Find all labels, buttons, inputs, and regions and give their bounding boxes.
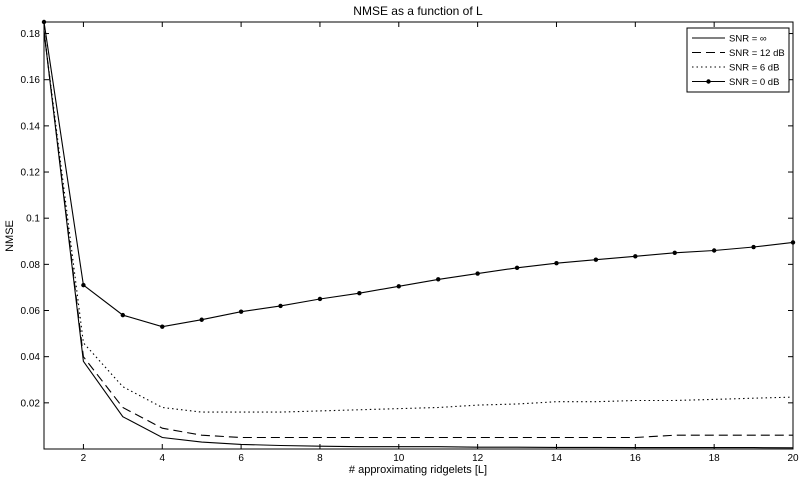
- series-line-2: [43, 31, 793, 439]
- series-point: [751, 244, 756, 250]
- legend-box: [686, 27, 790, 93]
- x-tick-label: 20: [787, 453, 799, 464]
- x-axis-label: # approximating ridgelets [L]: [349, 464, 487, 476]
- y-tick-label: 0.04: [21, 352, 41, 363]
- y-tick-label: 0.1: [26, 214, 40, 225]
- legend-label: SNR = 6 dB: [729, 63, 779, 74]
- y-tick-label: 0.08: [21, 260, 41, 271]
- series-point: [357, 291, 362, 296]
- series-point: [278, 303, 283, 309]
- series-point: [317, 296, 323, 302]
- y-axis-label: NMSE: [4, 220, 16, 252]
- series-layer: [41, 19, 796, 449]
- series-point: [41, 19, 47, 25]
- series-point: [633, 254, 638, 259]
- series-point: [790, 240, 796, 245]
- x-tick-label: 12: [472, 453, 484, 464]
- series-point: [396, 284, 401, 289]
- series-point: [711, 248, 717, 253]
- x-tick-label: 18: [709, 453, 721, 464]
- legend: SNR = ∞ SNR = 12 dB SNR = 6 dB SNR = 0 dB: [686, 27, 790, 93]
- plot-area: [43, 21, 794, 450]
- y-axis-ticks: 0.02 0.04 0.06 0.08 0.1 0.12 0.14 0.16 0.18: [21, 29, 793, 409]
- y-tick-label: 0.18: [21, 29, 41, 40]
- series-point: [238, 309, 244, 314]
- series-point: [514, 265, 520, 271]
- series-line-3: [43, 31, 794, 413]
- x-tick-label: 2: [81, 453, 87, 464]
- y-tick-label: 0.16: [21, 75, 41, 86]
- chart-title: NMSE as a function of L: [353, 4, 483, 18]
- x-tick-label: 8: [317, 453, 323, 464]
- series-point: [199, 317, 204, 322]
- x-tick-label: 4: [159, 453, 165, 464]
- x-tick-label: 6: [238, 453, 244, 464]
- legend-label: SNR = 12 dB: [729, 48, 785, 59]
- x-tick-label: 10: [393, 453, 405, 464]
- series-point: [81, 282, 86, 288]
- legend-label: SNR = 0 dB: [729, 77, 779, 88]
- legend-swatch-marker: [706, 79, 711, 84]
- series-point: [554, 260, 559, 266]
- legend-label: SNR = ∞: [729, 34, 767, 45]
- series-point: [436, 277, 441, 282]
- series-line-1: [43, 31, 794, 449]
- series-point: [475, 271, 480, 276]
- y-tick-label: 0.06: [21, 306, 41, 317]
- x-axis-ticks: 2 4 6 8 10 12 14 16 18 20: [81, 22, 799, 464]
- x-tick-label: 16: [630, 453, 642, 464]
- y-tick-label: 0.12: [21, 168, 41, 179]
- x-tick-label: 14: [551, 453, 563, 464]
- y-tick-label: 0.02: [21, 398, 41, 409]
- series-point: [672, 250, 677, 256]
- y-tick-label: 0.14: [21, 121, 41, 132]
- series-point: [120, 312, 126, 318]
- series-line-4: [43, 21, 794, 328]
- series-point: [593, 257, 599, 262]
- series-point: [160, 324, 165, 329]
